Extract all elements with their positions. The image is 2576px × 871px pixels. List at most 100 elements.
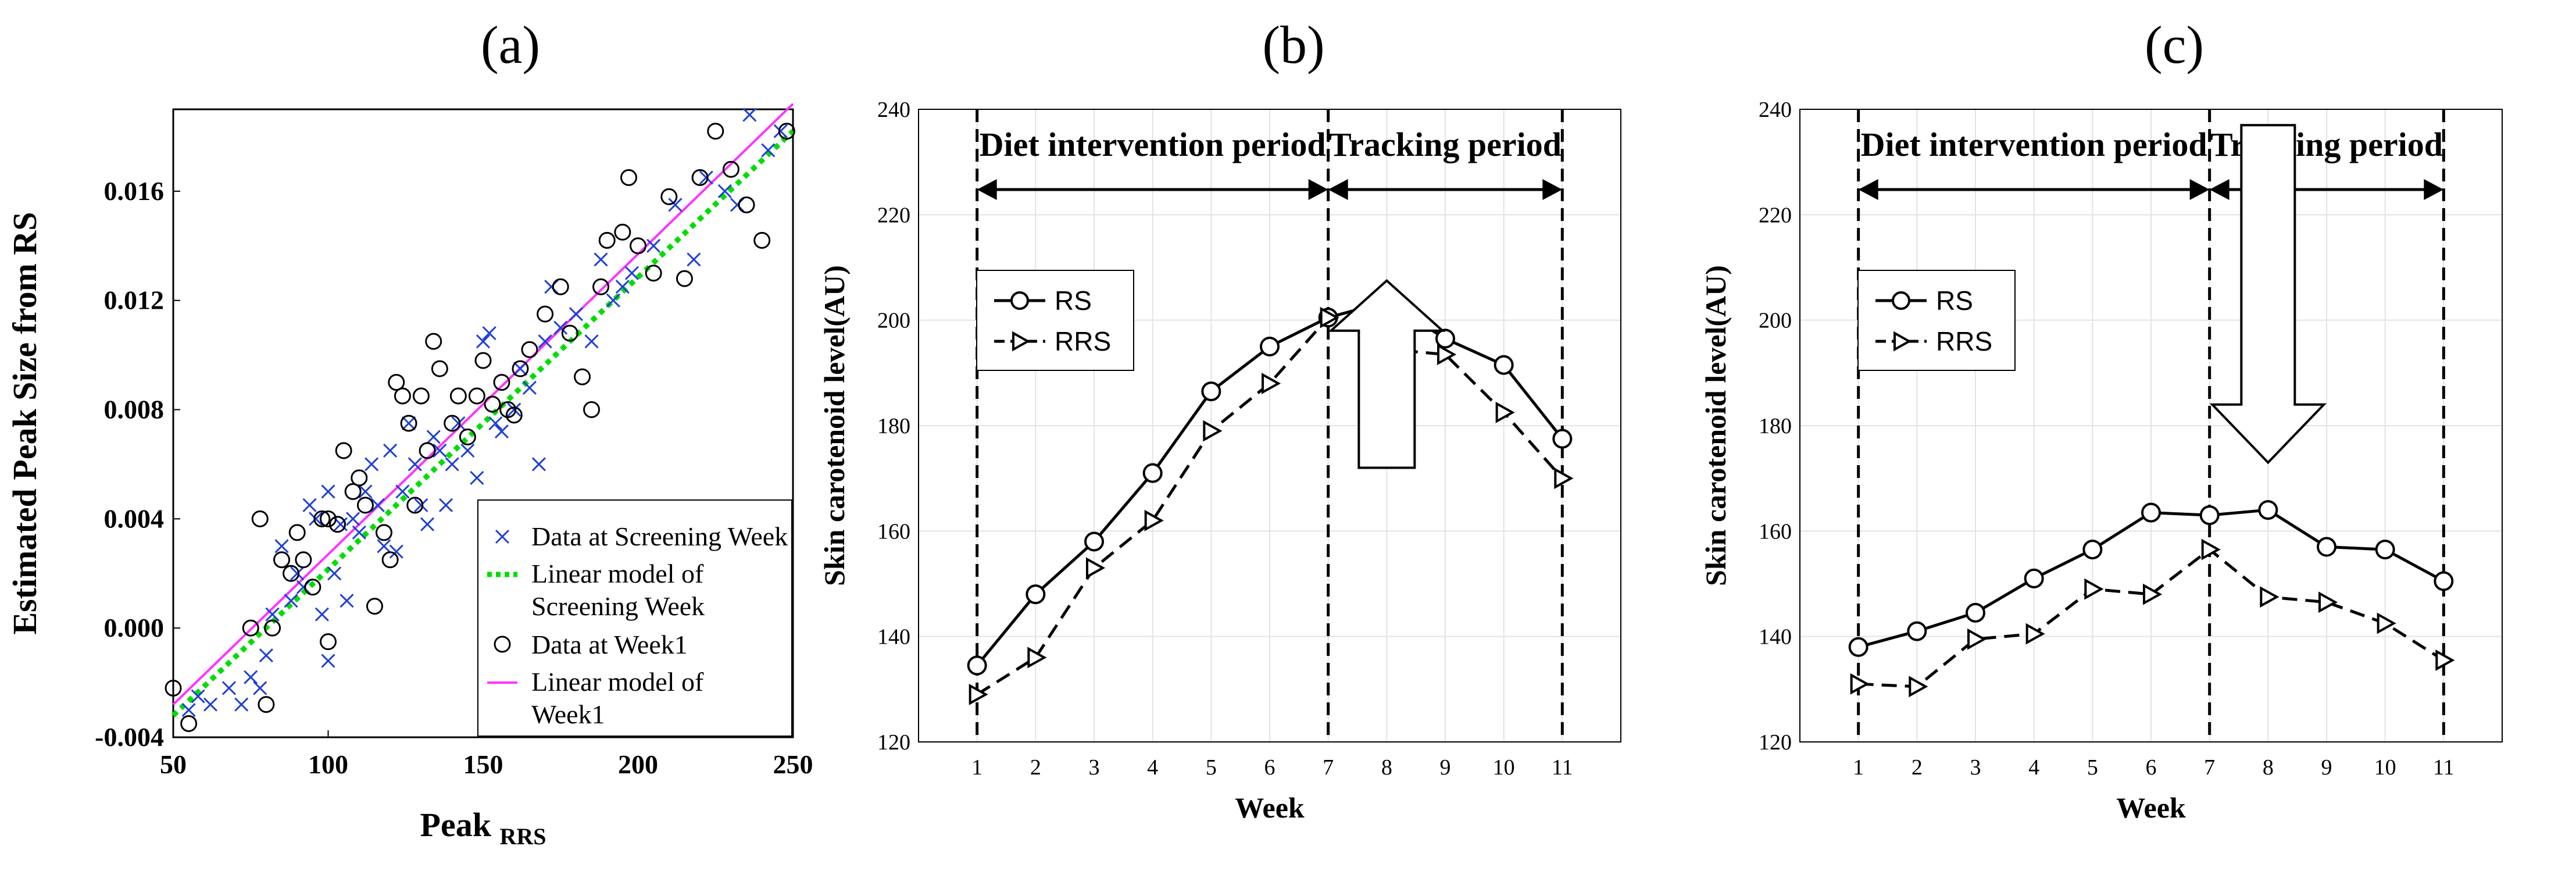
screening-point-stroke [569, 307, 583, 322]
panel-a-marks [165, 103, 795, 733]
panel-c-down-arrow [2209, 124, 2327, 465]
screening-point-stroke [615, 280, 630, 294]
screening-point [383, 443, 398, 458]
screening-point [309, 512, 323, 526]
period-arrow-head [1328, 179, 1348, 200]
screening-point [646, 238, 661, 253]
week1-point [444, 415, 461, 432]
rrs-point [2025, 623, 2045, 645]
screening-point-stroke [513, 362, 528, 376]
screening-point [460, 443, 475, 458]
week1-point [388, 374, 405, 391]
y-tick-label: 0.012 [104, 285, 165, 315]
panel-b-plot-area [918, 109, 1621, 743]
y-tick-label: 0.000 [104, 613, 165, 642]
screening-point [494, 424, 509, 439]
screening-point-stroke [460, 443, 475, 458]
screening-point-stroke [352, 525, 366, 540]
screening-point [315, 607, 329, 622]
rs-point [1084, 531, 1104, 552]
rs-point [967, 655, 987, 676]
rs-point [2082, 540, 2103, 560]
x-tick-label: 2 [1030, 755, 1041, 780]
week1-point [614, 223, 631, 241]
legend-label: Data at Screening Week [531, 522, 788, 551]
week1-point [381, 551, 399, 569]
panel-b-legend: RS RRS [976, 270, 1134, 371]
screening-point [327, 566, 342, 581]
week1-point [313, 510, 331, 527]
screening-point [488, 416, 503, 431]
x-tick-label: 10 [2374, 755, 2396, 780]
panel-b-y-axis-label: Skin carotenoid level(AU) [818, 265, 851, 586]
week1-point [264, 619, 281, 637]
panel-c-gridlines [1800, 109, 2502, 742]
y-tick-label: 0.004 [104, 504, 165, 533]
panel-b-ticks: 120 140 160 180 200 220 240 1 2 3 4 5 6 7 8 9 10 11 [877, 98, 1573, 780]
y-tick-label: 220 [1759, 203, 1792, 227]
screening-point-stroke [377, 539, 391, 554]
tracking-arrow [1328, 179, 1563, 200]
period-arrow-head [1542, 179, 1563, 200]
week1-point [499, 401, 517, 419]
screening-point-stroke [181, 702, 196, 717]
x-tick-label: 7 [2204, 755, 2215, 780]
screening-point [668, 198, 683, 212]
y-tick-label: 220 [877, 203, 910, 227]
week1-point [574, 368, 591, 385]
panel-c-x-axis-label: Week [2116, 791, 2186, 824]
screening-point [730, 198, 745, 212]
screening-point-stroke [742, 108, 757, 122]
screening-point-stroke [476, 334, 491, 349]
x-tick-label: 9 [2321, 755, 2332, 780]
rs-point [2199, 505, 2220, 526]
rs-point [1907, 621, 1927, 641]
y-tick-label: 0.008 [104, 395, 165, 424]
week1-point [366, 598, 383, 615]
x-tick-label: 3 [1089, 755, 1100, 780]
panel-a-title: (a) [481, 15, 540, 74]
screening-point-stroke [624, 266, 639, 280]
week1-point [630, 237, 646, 255]
rs-point [1201, 381, 1221, 402]
y-tick-label: 160 [1759, 519, 1792, 544]
legend-rrs-marker [1893, 331, 1912, 352]
rs-point [1494, 355, 1514, 375]
x-tick-label: 4 [2028, 755, 2039, 780]
legend-rs-marker [1010, 291, 1029, 310]
legend-rrs-label: RRS [1936, 326, 1992, 356]
screening-point-stroke [606, 293, 620, 308]
screening-point [476, 334, 491, 349]
week1-point [351, 469, 368, 487]
week1-point [258, 696, 275, 713]
panel-c-plot-area [1799, 109, 2503, 743]
rrs-series-line [976, 315, 1564, 696]
week1-point [344, 483, 362, 500]
rrs-point [1203, 420, 1223, 442]
x-tick-label: 9 [1440, 755, 1451, 780]
screening-point-stroke [438, 498, 453, 512]
screening-point [203, 697, 218, 712]
screening-point [445, 457, 459, 472]
screening-point-stroke [646, 238, 661, 253]
screening-point-stroke [346, 512, 360, 526]
screening-point [451, 416, 466, 431]
rs-point [1142, 463, 1163, 483]
x-tick-label: 4 [1147, 755, 1158, 780]
rrs-point [1437, 344, 1457, 365]
screening-point [191, 689, 205, 704]
panel-b-chart: 120 140 160 180 200 220 240 1 2 3 4 5 6 7 8 9 10 11 Diet … [818, 98, 1621, 824]
week1-point [707, 123, 724, 140]
week1-point [180, 715, 198, 733]
y-tick-label: 0.016 [104, 176, 165, 206]
screening-point-stroke [730, 198, 745, 212]
screening-point [699, 170, 713, 185]
x-tick-label: 3 [1970, 755, 1981, 780]
screening-point-stroke [445, 457, 459, 472]
legend-label: Linear model of [531, 559, 704, 588]
panel-c-title: (c) [2145, 15, 2204, 74]
screening-point-stroke [553, 320, 568, 335]
panel-a-chart: 50 100 150 200 250 -0.004 0.000 0.004 0.008 0.012… [6, 103, 813, 849]
x-tick-label: 100 [308, 749, 348, 779]
legend-label: Screening Week [531, 591, 705, 621]
